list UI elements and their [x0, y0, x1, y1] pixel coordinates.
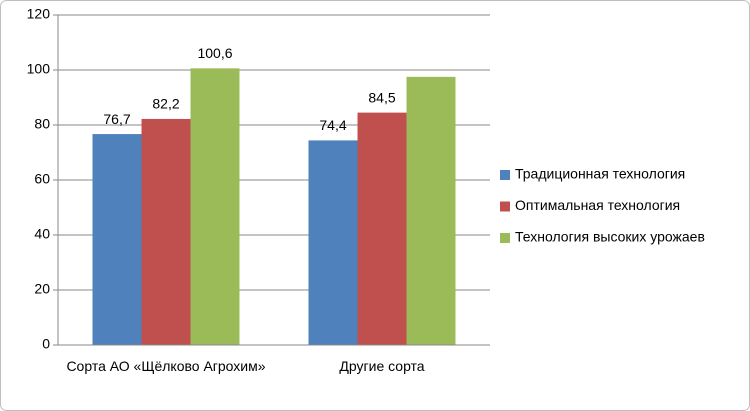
legend-label: Традиционная технология: [515, 166, 685, 182]
data-label: 84,5: [368, 89, 395, 105]
legend-swatch: [500, 233, 510, 243]
legend-swatch: [500, 170, 510, 180]
bar: [308, 140, 358, 345]
y-tick-label: 20: [34, 281, 50, 297]
bar: [406, 76, 456, 345]
bar: [92, 134, 142, 345]
data-label: 76,7: [103, 111, 130, 127]
bar: [190, 68, 240, 345]
y-tick-label: 60: [34, 171, 50, 187]
y-tick-label: 0: [42, 336, 50, 352]
legend-swatch: [500, 201, 510, 212]
x-tick-label: Другие сорта: [339, 358, 425, 374]
y-tick-label: 120: [27, 6, 51, 22]
legend-label: Технология высоких урожаев: [515, 229, 705, 245]
data-label: 74,4: [319, 117, 346, 133]
y-tick-label: 80: [34, 116, 50, 132]
y-tick-label: 40: [34, 226, 50, 242]
legend-label: Оптимальная технология: [515, 197, 680, 213]
y-tick-label: 100: [27, 61, 51, 77]
x-tick-label: Сорта АО «Щёлково Агрохим»: [66, 358, 266, 374]
data-label: 100,6: [197, 45, 232, 61]
data-label: 82,2: [152, 96, 179, 112]
bar: [357, 112, 407, 345]
bar: [141, 118, 191, 345]
